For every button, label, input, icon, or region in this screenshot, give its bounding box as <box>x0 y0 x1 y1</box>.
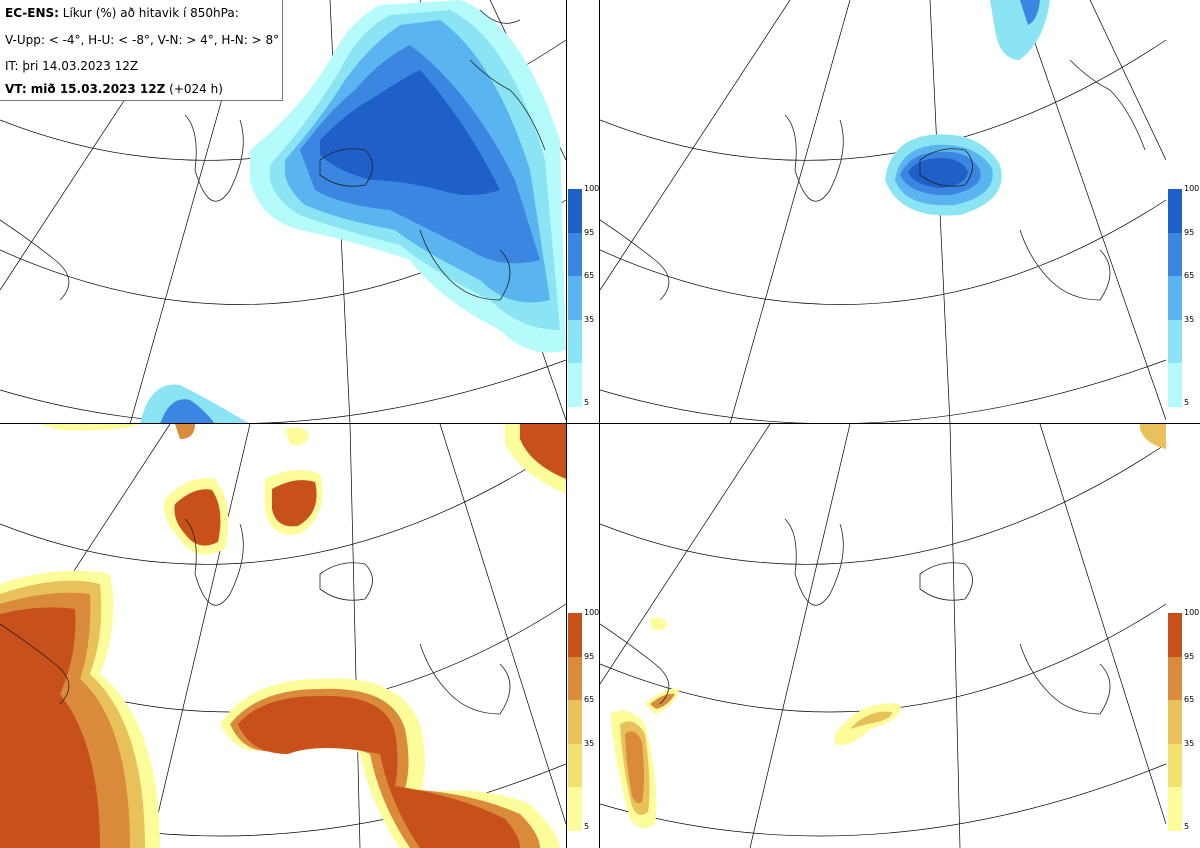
colorbar-segment <box>1168 656 1182 701</box>
map-panel-top-left: EC-ENS: Líkur (%) að hitavik í 850hPa: V… <box>0 0 566 424</box>
map-top-right <box>600 0 1166 424</box>
colorbar-tick-label: 95 <box>584 227 595 237</box>
colorbar-segment <box>568 363 582 407</box>
map-top-left <box>0 0 566 424</box>
colorbar-bottom-right: 100 95 65 35 5 <box>1168 609 1199 831</box>
map-panel-bottom-right <box>600 424 1166 848</box>
colorbar-segment <box>568 656 582 701</box>
colorbar-tick-label: 35 <box>584 738 595 748</box>
colorbar-tick-label: 5 <box>584 398 590 407</box>
colorbar-segment <box>1168 363 1182 407</box>
coastlines <box>0 518 511 715</box>
colorbar-tick-label: 100 <box>1184 608 1200 617</box>
colorbar-tick-label: 5 <box>1184 822 1190 831</box>
colorbar-segment <box>568 189 582 233</box>
map-bottom-right <box>600 424 1166 848</box>
map-panel-bottom-left <box>0 424 566 848</box>
colorbar-segment <box>568 743 582 788</box>
probability-field-cold <box>140 0 566 424</box>
colorbar-top-left: 100 95 65 35 5 <box>568 185 599 407</box>
map-legend: EC-ENS: Líkur (%) að hitavik í 850hPa: V… <box>0 0 283 101</box>
legend-line-4: VT: mið 15.03.2023 12Z (+024 h) <box>5 82 223 96</box>
colorbar-tick-label: 100 <box>584 184 600 193</box>
coastlines <box>600 59 1146 301</box>
legend-line-2: V-Upp: < -4°, H-U: < -8°, V-N: > 4°, H-N… <box>5 33 280 47</box>
colorbar-tick-label: 95 <box>1184 227 1195 237</box>
probability-field-warm <box>0 424 566 848</box>
colorbar-tick-label: 95 <box>584 651 595 661</box>
colorbar-segment <box>568 787 582 831</box>
colorbar-tick-label: 95 <box>1184 651 1195 661</box>
colorbar-top-right: 100 95 65 35 5 <box>1168 185 1199 407</box>
colorbar-segment <box>1168 232 1182 277</box>
colorbar-tick-label: 65 <box>584 271 595 281</box>
colorbar-segment <box>1168 319 1182 364</box>
coastlines <box>0 9 546 301</box>
colorbar-segment <box>568 613 582 657</box>
colorbar-tick-label: 65 <box>1184 695 1195 705</box>
colorbar-segment <box>1168 276 1182 320</box>
colorbar-segment <box>568 276 582 320</box>
colorbar-tick-label: 35 <box>584 314 595 324</box>
colorbar-segment <box>1168 613 1182 657</box>
panel-divider-right <box>599 0 600 848</box>
colorbar-segment <box>568 700 582 744</box>
coastlines <box>600 518 1111 715</box>
colorbar-tick-label: 100 <box>1184 184 1200 193</box>
colorbar-segment <box>1168 787 1182 831</box>
colorbar-tick-label: 5 <box>1184 398 1190 407</box>
colorbar-segment <box>568 319 582 364</box>
legend-line-1: EC-ENS: Líkur (%) að hitavik í 850hPa: <box>5 6 239 20</box>
colorbar-tick-label: 5 <box>584 822 590 831</box>
colorbar-bottom-left: 100 95 65 35 5 <box>568 609 599 831</box>
probability-field-cold <box>885 0 1050 216</box>
colorbar-tick-label: 35 <box>1184 314 1195 324</box>
panel-divider-left <box>566 0 567 848</box>
map-panel-top-right <box>600 0 1166 424</box>
colorbar-segment <box>1168 743 1182 788</box>
legend-line-3: IT: þri 14.03.2023 12Z <box>5 59 139 73</box>
colorbar-segment <box>1168 189 1182 233</box>
colorbar-tick-label: 100 <box>584 608 600 617</box>
colorbar-tick-label: 35 <box>1184 738 1195 748</box>
colorbar-tick-label: 65 <box>584 695 595 705</box>
colorbar-tick-label: 65 <box>1184 271 1195 281</box>
colorbar-segment <box>568 232 582 277</box>
panel-divider-horizontal <box>0 423 1200 424</box>
probability-field-warm <box>610 424 1166 828</box>
colorbar-segment <box>1168 700 1182 744</box>
map-bottom-left <box>0 424 566 848</box>
